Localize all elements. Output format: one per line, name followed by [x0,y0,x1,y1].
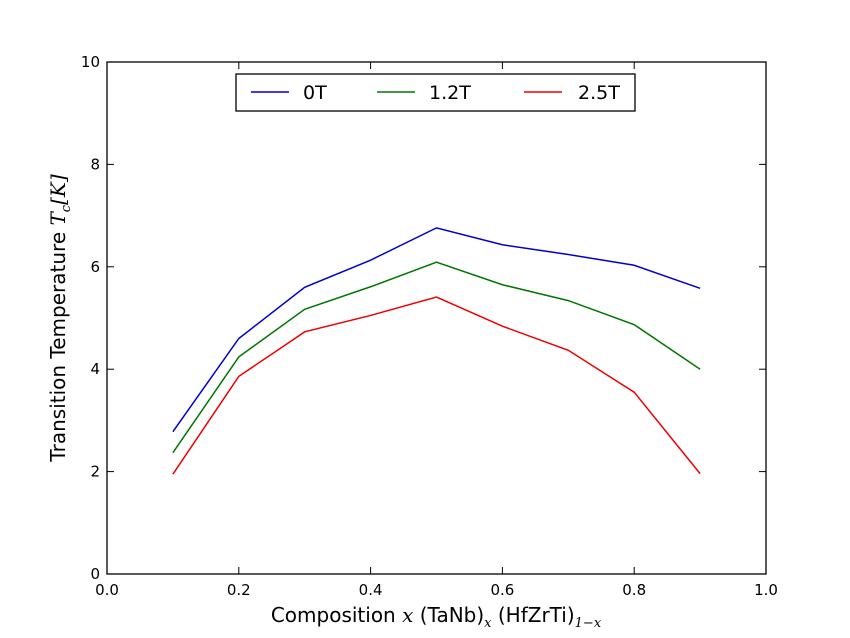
x-tick-label: 0.0 [95,581,119,599]
x-tick-label: 0.4 [359,581,383,599]
y-tick-label: 0 [90,565,100,583]
x-tick-label: 1.0 [754,581,778,599]
x-tick-label: 0.8 [622,581,646,599]
y-tick-label: 10 [81,53,100,71]
legend-label-1-2t: 1.2T [429,82,471,104]
legend-label-2-5t: 2.5T [578,82,620,104]
y-tick-label: 2 [90,463,100,481]
legend-label-0t: 0T [303,82,327,104]
y-axis-label: Transition Temperature Tc[K] [46,174,74,462]
plot-frame [106,61,767,575]
y-tick-label: 8 [90,155,100,173]
y-tick-label: 4 [90,360,100,378]
axis-ticks: 0.0 0.2 0.4 0.6 0.8 1.0 0 2 4 6 8 10 [81,53,778,599]
legend-frame [235,73,636,112]
x-tick-label: 0.6 [490,581,514,599]
legend: 0T 1.2T 2.5T [235,73,636,112]
y-tick-label: 6 [90,258,100,276]
series-line-1-2t [172,261,701,454]
series-line-0t [172,227,701,433]
x-tick-label: 0.2 [227,581,251,599]
series-line-2-5t [172,296,701,475]
series-lines [172,227,701,475]
x-axis-label: Composition x (TaNb)x (HfZrTi)1−x [271,603,602,632]
